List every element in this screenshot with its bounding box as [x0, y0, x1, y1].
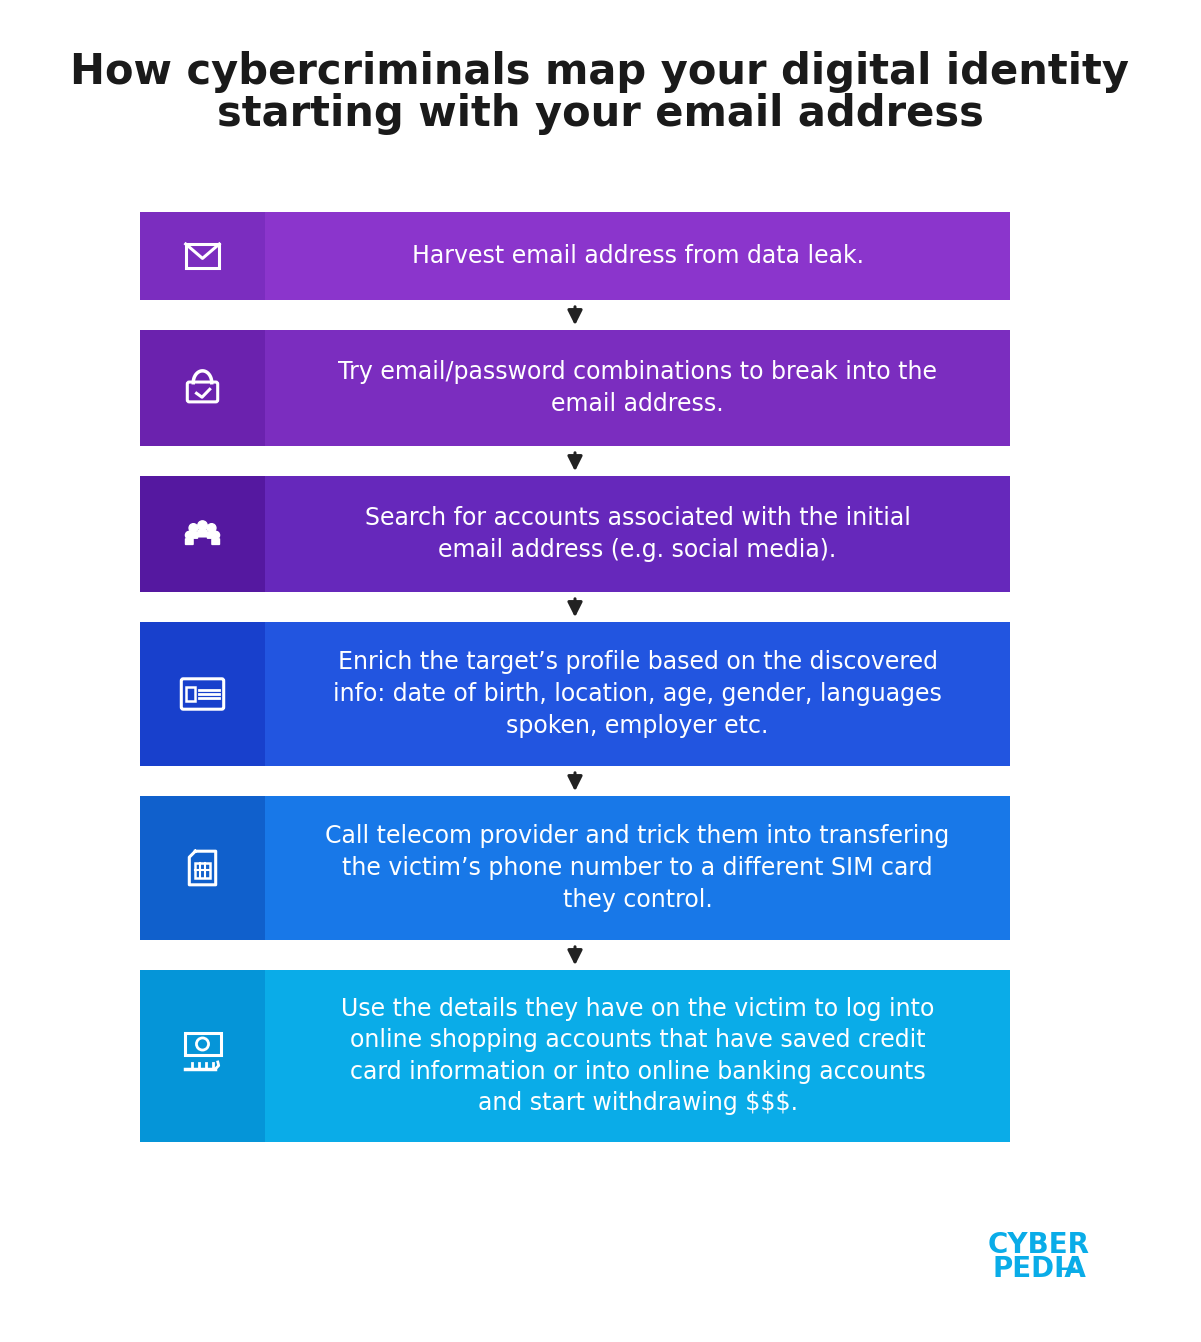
Circle shape: [198, 521, 208, 530]
FancyBboxPatch shape: [211, 538, 220, 545]
Text: Try email/password combinations to break into the
email address.: Try email/password combinations to break…: [337, 360, 937, 416]
Bar: [141, 330, 265, 446]
Text: —: —: [1057, 1260, 1076, 1279]
Text: starting with your email address: starting with your email address: [216, 93, 984, 136]
Text: How cybercriminals map your digital identity: How cybercriminals map your digital iden…: [71, 51, 1129, 93]
Text: Harvest email address from data leak.: Harvest email address from data leak.: [412, 244, 864, 268]
Bar: [265, 796, 1010, 939]
Bar: [141, 970, 265, 1142]
Text: Search for accounts associated with the initial
email address (e.g. social media: Search for accounts associated with the …: [365, 506, 910, 562]
Circle shape: [185, 531, 193, 539]
Bar: [141, 212, 265, 301]
Text: CYBER
PEDIA: CYBER PEDIA: [988, 1231, 1091, 1283]
Text: Use the details they have on the victim to log into
online shopping accounts tha: Use the details they have on the victim …: [341, 997, 934, 1115]
Bar: [141, 621, 265, 766]
FancyBboxPatch shape: [185, 538, 193, 545]
Bar: [265, 621, 1010, 766]
Circle shape: [189, 523, 198, 533]
Bar: [141, 796, 265, 939]
Bar: [265, 330, 1010, 446]
FancyBboxPatch shape: [197, 529, 208, 538]
Circle shape: [211, 531, 220, 539]
Circle shape: [208, 523, 216, 533]
FancyBboxPatch shape: [207, 531, 216, 539]
Text: Call telecom provider and trick them into transfering
the victim’s phone number : Call telecom provider and trick them int…: [325, 824, 950, 911]
Bar: [141, 476, 265, 592]
FancyBboxPatch shape: [189, 531, 198, 539]
Bar: [265, 212, 1010, 301]
Bar: [265, 970, 1010, 1142]
Bar: [265, 476, 1010, 592]
Text: Enrich the target’s profile based on the discovered
info: date of birth, locatio: Enrich the target’s profile based on the…: [333, 651, 942, 738]
